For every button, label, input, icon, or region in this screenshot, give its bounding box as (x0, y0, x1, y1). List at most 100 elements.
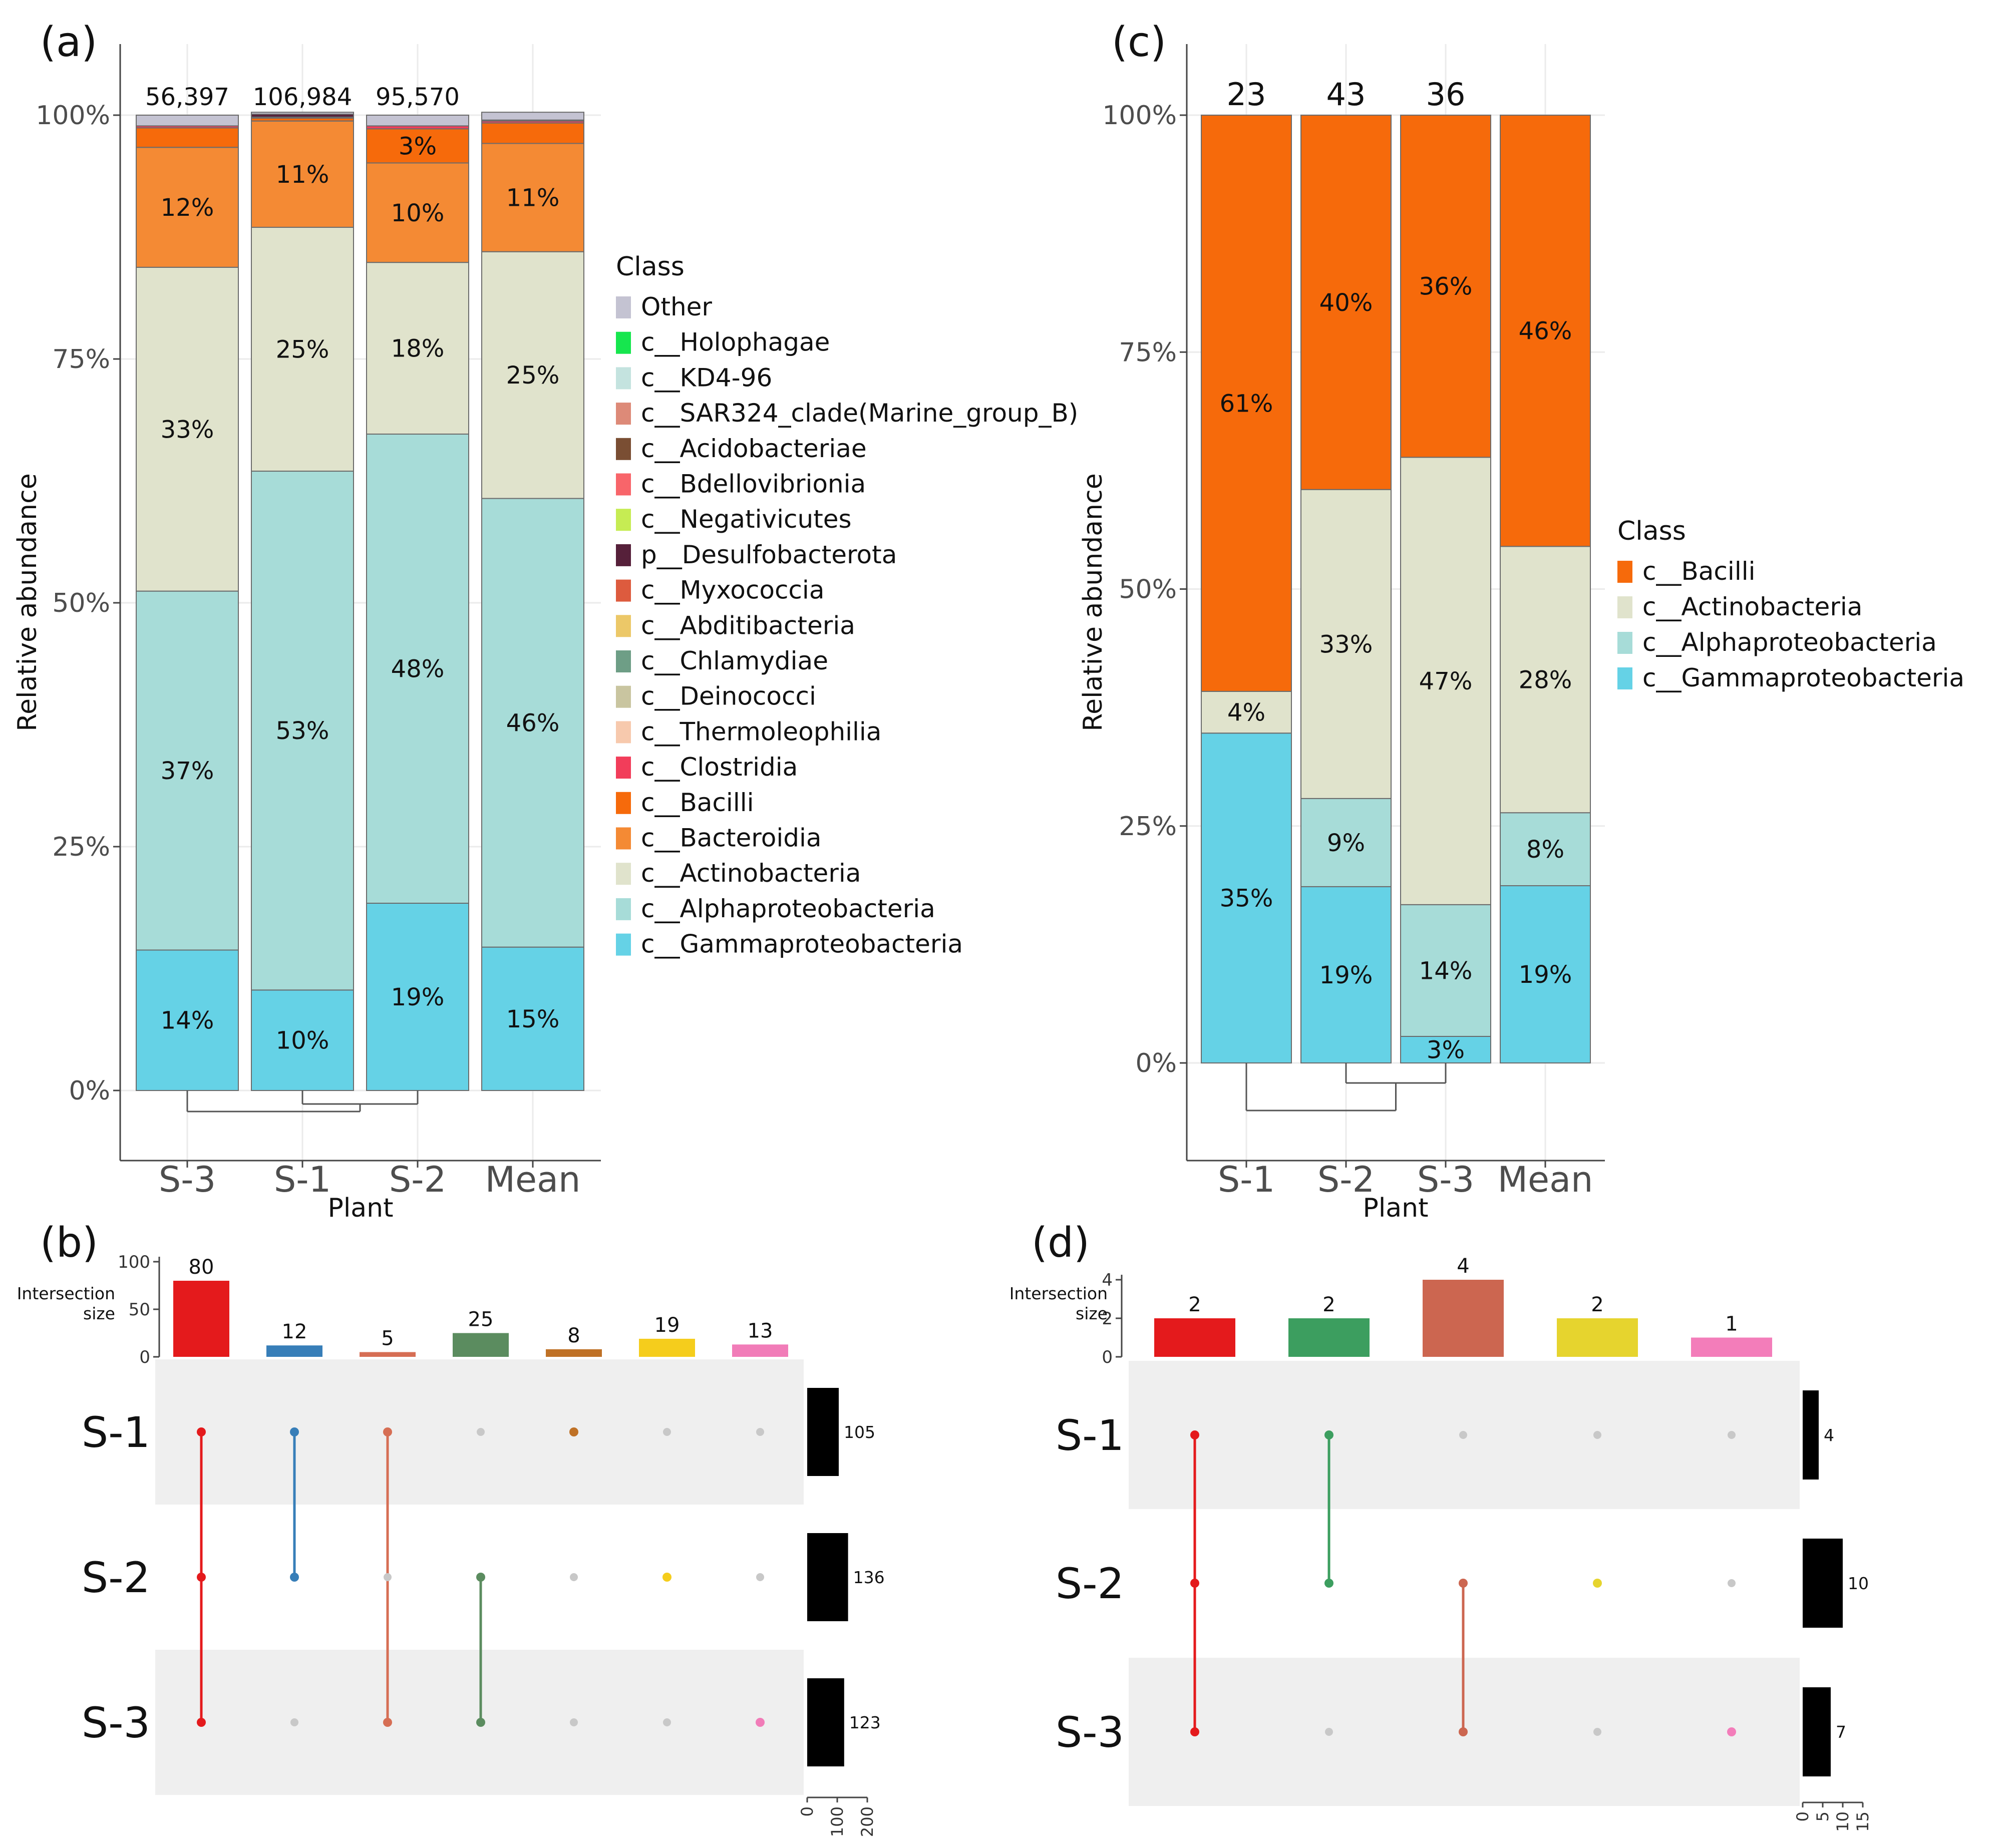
bar-total-label: 95,570 (376, 83, 460, 111)
legend-label: c__Alphaproteobacteria (641, 894, 935, 923)
segment-label: 12% (161, 194, 214, 222)
legend-swatch (616, 827, 631, 850)
intersection-dot-active (1324, 1579, 1333, 1588)
legend-label: c__Gammaproteobacteria (1642, 663, 1964, 692)
set-label: S-1 (82, 1408, 150, 1457)
y-tick-label: 0% (1136, 1048, 1177, 1078)
legend-label: c__Bdellovibrionia (641, 470, 866, 499)
set-size-bar (807, 1388, 839, 1476)
segment-label: 28% (1519, 666, 1572, 694)
panel-label-b: (b) (40, 1219, 98, 1267)
legend-swatch (1617, 561, 1632, 583)
bar-segment (481, 122, 584, 144)
segment-label: 33% (161, 416, 214, 444)
panel-label-a: (a) (40, 19, 97, 66)
legend-label: c__Myxococcia (641, 576, 824, 605)
intersection-dot-active (662, 1573, 671, 1582)
intersection-dot-active (290, 1573, 299, 1582)
y-tick-label: 100% (1102, 101, 1177, 131)
segment-label: 14% (161, 1007, 214, 1035)
segment-label: 37% (161, 757, 214, 785)
set-size-tick-label: 5 (1813, 1811, 1832, 1821)
set-label: S-3 (82, 1698, 150, 1747)
segment-label: 4% (1227, 699, 1265, 727)
bar-segment (1201, 690, 1292, 734)
intersection-y-tick-label: 4 (1102, 1270, 1113, 1290)
intersection-dot-active (383, 1718, 392, 1727)
panel-label-c: (c) (1112, 19, 1166, 66)
set-size-tick-label: 0 (798, 1806, 817, 1816)
bar-segment (1300, 489, 1392, 799)
y-axis-title: Relative abundance (1078, 473, 1108, 731)
set-size-value: 7 (1836, 1722, 1846, 1742)
segment-label: 10% (276, 1027, 329, 1055)
intersection-bar (732, 1344, 788, 1357)
bar-segment (1201, 732, 1292, 1063)
bar-total-label: 23 (1227, 76, 1266, 113)
intersection-dot-inactive (1728, 1431, 1736, 1439)
segment-label: 19% (391, 983, 445, 1011)
set-size-tick-label: 10 (1833, 1811, 1852, 1832)
intersection-size-label: 8 (567, 1324, 580, 1347)
bar-segment (1500, 546, 1591, 814)
bar-segment (251, 120, 354, 228)
legend-swatch (616, 757, 631, 779)
intersection-dot-active (1593, 1579, 1602, 1588)
legend-label: c__Clostridia (641, 753, 798, 782)
legend-swatch (616, 615, 631, 637)
intersection-bar (546, 1349, 602, 1357)
segment-label: 8% (1526, 836, 1564, 864)
intersection-dot-inactive (663, 1428, 671, 1436)
bar-total-label: 106,984 (253, 83, 353, 111)
segment-label: 61% (1220, 390, 1273, 418)
legend-swatch (1617, 632, 1632, 654)
segment-label: 47% (1419, 667, 1473, 695)
intersection-size-label: 80 (189, 1256, 214, 1279)
segment-label: 25% (276, 336, 329, 364)
segment-label: 15% (506, 1005, 560, 1033)
y-tick-label: 100% (36, 101, 110, 131)
legend-title: Class (1617, 516, 1686, 546)
legend-label: c__Gammaproteobacteria (641, 930, 963, 959)
intersection-size-label: 2 (1591, 1293, 1603, 1316)
intersection-dot-inactive (756, 1573, 764, 1581)
bar-segment (1500, 115, 1591, 547)
legend-swatch (1617, 596, 1632, 618)
bar-segment (1300, 798, 1392, 887)
intersection-size-label: 4 (1457, 1255, 1469, 1278)
intersection-size-label: 2 (1188, 1293, 1201, 1316)
intersection-dot-active (1324, 1430, 1333, 1439)
legend-swatch (1617, 667, 1632, 689)
intersection-dot-inactive (1728, 1579, 1736, 1587)
set-size-bar (1803, 1390, 1819, 1480)
bar-segment (1400, 115, 1491, 458)
intersection-dot-active (569, 1427, 578, 1436)
intersection-size-label: 5 (381, 1327, 394, 1350)
intersection-axis-title: size (83, 1304, 115, 1323)
legend-label: c__Alphaproteobacteria (1642, 628, 1937, 657)
intersection-dot-inactive (1593, 1728, 1601, 1736)
y-tick-label: 50% (52, 588, 110, 618)
legend-swatch (616, 933, 631, 956)
y-tick-label: 0% (69, 1076, 111, 1106)
intersection-bar (266, 1345, 322, 1357)
intersection-dot-active (197, 1573, 206, 1582)
intersection-y-tick-label: 100 (118, 1252, 150, 1272)
intersection-size-label: 1 (1725, 1313, 1738, 1336)
panel-a-stacked-bar: 0%25%50%75%100%14%37%33%12%56,397S-310%5… (13, 44, 1078, 1223)
intersection-size-label: 2 (1322, 1293, 1335, 1316)
bar-segment (366, 162, 469, 263)
segment-label: 40% (1319, 289, 1373, 317)
legend-swatch (616, 685, 631, 708)
segment-label: 19% (1319, 961, 1373, 989)
intersection-bar (1557, 1318, 1638, 1357)
legend-label: c__KD4-96 (641, 363, 772, 392)
intersection-bar (453, 1333, 509, 1357)
set-size-value: 4 (1824, 1425, 1834, 1445)
legend-label: Other (641, 292, 712, 321)
intersection-dot-active (476, 1573, 485, 1582)
bar-segment (1400, 904, 1491, 1037)
intersection-y-tick-label: 0 (1102, 1347, 1113, 1367)
set-size-bar (807, 1533, 848, 1621)
